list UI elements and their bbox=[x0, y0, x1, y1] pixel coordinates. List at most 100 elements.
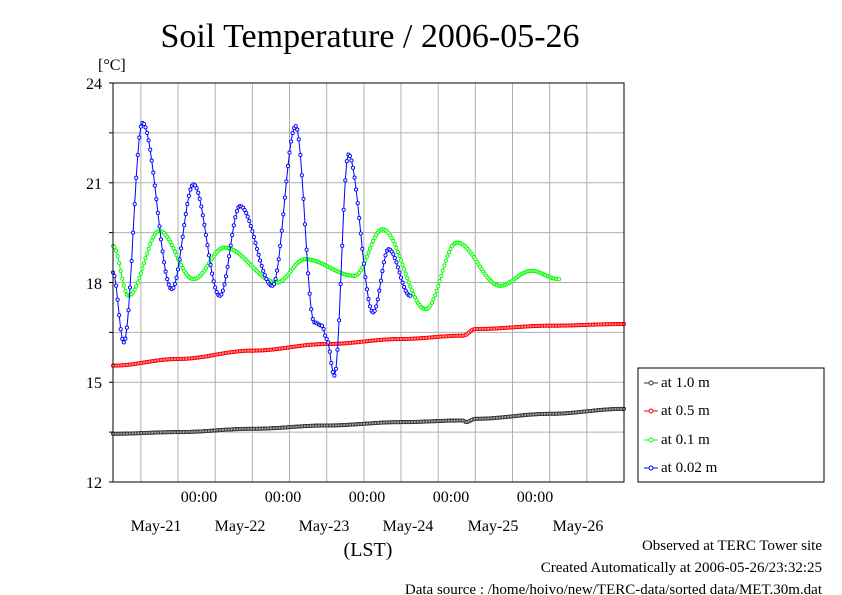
data-point bbox=[145, 130, 150, 135]
data-point bbox=[377, 288, 382, 293]
data-point bbox=[366, 297, 371, 302]
data-point bbox=[148, 242, 153, 247]
data-point bbox=[163, 269, 168, 274]
data-point bbox=[132, 202, 137, 207]
data-point bbox=[440, 268, 445, 273]
data-point bbox=[329, 360, 334, 366]
x-time-tick-label: 00:00 bbox=[265, 489, 301, 506]
data-point bbox=[254, 246, 260, 251]
data-point bbox=[279, 228, 284, 233]
data-point bbox=[143, 256, 148, 261]
data-point bbox=[242, 207, 247, 213]
data-point bbox=[225, 264, 230, 269]
data-point bbox=[378, 278, 383, 283]
data-point bbox=[124, 325, 129, 330]
data-point bbox=[556, 277, 562, 282]
legend-label-002m: at 0.02 m bbox=[661, 460, 718, 476]
data-point bbox=[402, 284, 407, 290]
data-point bbox=[405, 276, 410, 281]
x-axis-label: (LST) bbox=[344, 539, 393, 561]
data-point bbox=[442, 263, 447, 268]
site-note: Observed at TERC Tower site bbox=[642, 538, 822, 554]
x-date-label: May-26 bbox=[553, 518, 604, 535]
data-point bbox=[381, 260, 387, 265]
data-point bbox=[445, 254, 450, 259]
data-point bbox=[123, 336, 128, 341]
data-point bbox=[234, 209, 239, 214]
y-tick-labels: 24 21 18 15 12 bbox=[86, 76, 102, 492]
data-point bbox=[256, 252, 261, 257]
data-point bbox=[275, 268, 280, 273]
data-point bbox=[117, 313, 122, 318]
data-point bbox=[168, 239, 173, 245]
data-point bbox=[135, 280, 140, 285]
data-point bbox=[330, 370, 335, 375]
x-date-label: May-25 bbox=[468, 518, 519, 535]
data-point bbox=[220, 288, 225, 293]
data-point bbox=[295, 127, 300, 132]
data-point bbox=[121, 283, 126, 288]
data-point bbox=[392, 255, 397, 261]
data-point bbox=[391, 238, 396, 244]
data-point bbox=[383, 253, 388, 258]
data-point bbox=[284, 179, 289, 184]
data-point bbox=[120, 276, 125, 281]
data-point bbox=[145, 251, 150, 256]
data-point bbox=[206, 253, 212, 258]
data-point bbox=[350, 165, 356, 170]
data-point bbox=[162, 260, 167, 265]
data-point bbox=[397, 253, 402, 259]
data-point bbox=[134, 284, 139, 289]
data-point bbox=[157, 224, 162, 229]
data-point bbox=[304, 247, 309, 252]
data-point bbox=[306, 271, 311, 276]
chart-title: Soil Temperature / 2006-05-26 bbox=[160, 18, 579, 55]
data-point bbox=[436, 284, 441, 289]
data-point bbox=[446, 250, 452, 255]
data-point bbox=[158, 237, 164, 242]
data-point bbox=[117, 261, 122, 266]
data-point bbox=[364, 287, 370, 292]
data-point bbox=[271, 282, 277, 287]
y-tick-label: 12 bbox=[86, 475, 102, 492]
series-line bbox=[112, 122, 411, 378]
data-point bbox=[406, 280, 411, 285]
data-point bbox=[302, 222, 308, 227]
data-point bbox=[296, 137, 301, 142]
data-point bbox=[340, 243, 345, 248]
source-note: Data source : /home/hoivo/new/TERC-data/… bbox=[405, 582, 823, 595]
data-point bbox=[395, 265, 400, 270]
data-point bbox=[366, 250, 371, 255]
created-note: Created Automatically at 2006-05-26/23:3… bbox=[541, 560, 822, 576]
data-point bbox=[375, 297, 380, 302]
data-point bbox=[363, 258, 368, 263]
data-point bbox=[344, 159, 349, 164]
x-tick-labels: 00:00 00:00 00:00 00:00 00:00 May-21 May… bbox=[131, 489, 604, 535]
data-point bbox=[403, 271, 408, 276]
data-point bbox=[394, 245, 399, 251]
x-date-label: May-23 bbox=[299, 518, 350, 535]
plot-frame bbox=[112, 82, 625, 483]
y-tick-label: 21 bbox=[86, 176, 102, 193]
data-point bbox=[180, 234, 185, 239]
data-point bbox=[372, 308, 377, 313]
data-point bbox=[361, 261, 366, 266]
data-point bbox=[360, 246, 365, 251]
data-point bbox=[208, 262, 213, 267]
data-point bbox=[199, 204, 204, 209]
data-point bbox=[287, 150, 292, 155]
legend-marker bbox=[648, 380, 654, 386]
data-point bbox=[289, 139, 294, 144]
data-point bbox=[409, 288, 414, 293]
data-point bbox=[285, 164, 291, 169]
data-point bbox=[290, 131, 295, 136]
data-point bbox=[194, 186, 199, 191]
data-point bbox=[115, 254, 120, 259]
legend-label-01m: at 0.1 m bbox=[661, 432, 710, 448]
data-point bbox=[148, 147, 153, 152]
data-point bbox=[151, 170, 156, 175]
data-point bbox=[264, 276, 269, 281]
data-point bbox=[179, 263, 184, 268]
data-point bbox=[203, 232, 208, 238]
data-point bbox=[149, 158, 154, 163]
